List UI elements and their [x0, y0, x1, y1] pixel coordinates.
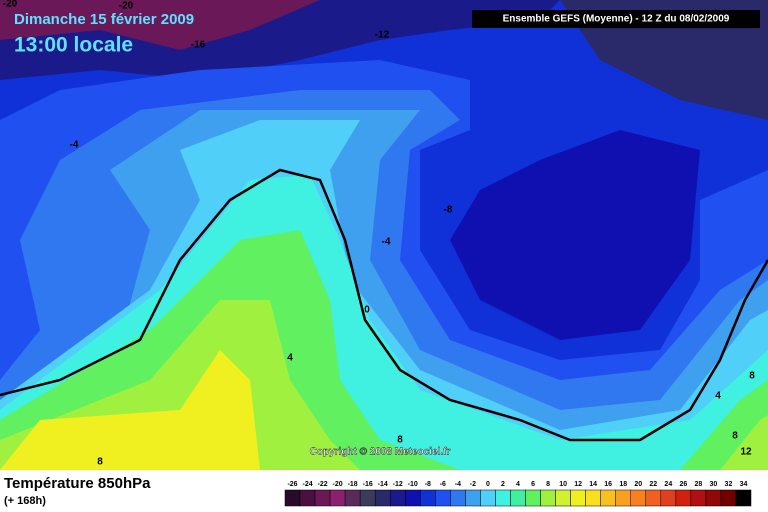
legend-swatch — [450, 489, 466, 507]
legend-tick-label: -10 — [408, 481, 418, 488]
legend-tick-label: 6 — [531, 481, 535, 488]
legend-swatch — [615, 489, 631, 507]
model-label: Ensemble GEFS (Moyenne) - 12 Z du 08/02/… — [503, 14, 730, 25]
legend-tick-label: 30 — [710, 481, 718, 488]
legend-tick-label: 34 — [740, 481, 748, 488]
legend-tick-label: 32 — [725, 481, 733, 488]
time-label: 13:00 locale — [14, 34, 133, 57]
contour-label: 4 — [715, 391, 721, 402]
legend-tick-label: 24 — [664, 481, 672, 488]
legend-tick-label: -22 — [318, 481, 328, 488]
legend-tick-label: -16 — [363, 481, 373, 488]
contour-label: 8 — [749, 371, 755, 382]
legend-tick-label: 26 — [679, 481, 687, 488]
legend-swatch — [555, 489, 571, 507]
legend-swatch — [480, 489, 496, 507]
legend-swatch — [540, 489, 556, 507]
model-box — [472, 10, 760, 28]
legend-tick-label: 18 — [619, 481, 627, 488]
legend-swatch — [420, 489, 436, 507]
legend-swatch — [299, 489, 316, 507]
legend-tick-label: 14 — [589, 481, 597, 488]
legend-tick-label: -6 — [440, 481, 446, 488]
contour-label: -12 — [375, 30, 390, 41]
legend-tick-label: -14 — [378, 481, 388, 488]
legend-tick-label: -4 — [455, 481, 461, 488]
legend-tick-label: 0 — [486, 481, 490, 488]
footer-lead: (+ 168h) — [4, 495, 46, 507]
contour-label: 4 — [287, 353, 293, 364]
legend-tick-label: 10 — [559, 481, 567, 488]
legend-swatch — [389, 489, 406, 507]
legend-tick-label: 20 — [634, 481, 642, 488]
legend-swatch — [525, 489, 541, 507]
legend-swatch — [600, 489, 616, 507]
legend-tick-label: 22 — [649, 481, 657, 488]
contour-label: -20 — [3, 0, 18, 10]
contour-label: 12 — [740, 447, 752, 458]
legend-tick-label: 28 — [694, 481, 702, 488]
legend-swatch — [359, 489, 376, 507]
footer-title: Température 850hPa — [4, 475, 151, 492]
legend-tick-label: 12 — [574, 481, 582, 488]
date-label: Dimanche 15 février 2009 — [14, 11, 194, 28]
legend-tick-label: -8 — [425, 481, 431, 488]
contour-label: -16 — [191, 40, 206, 51]
legend-tick-label: -26 — [287, 481, 297, 488]
legend-swatch — [660, 489, 677, 507]
legend-tick-label: -24 — [302, 481, 312, 488]
legend-swatch — [329, 489, 346, 507]
contour-label: -20 — [119, 1, 134, 12]
contour-label: -4 — [382, 237, 391, 248]
legend-tick-label: 16 — [604, 481, 612, 488]
legend-swatch — [690, 489, 707, 507]
legend-tick-label: 4 — [516, 481, 520, 488]
contour-label: 8 — [397, 435, 403, 446]
color-legend: -26 -24 -22 -20 -18 -16 -14 -12 -10 -8 -6 -4 -2 0 2 4 6 8… — [284, 481, 752, 507]
legend-tick-label: -2 — [470, 481, 476, 488]
legend-tick-label: -20 — [333, 481, 343, 488]
legend-swatch — [720, 489, 737, 507]
legend-swatch — [570, 489, 586, 507]
legend-tick-label: 2 — [501, 481, 505, 488]
legend-swatch — [435, 489, 451, 507]
legend-swatch — [314, 489, 331, 507]
contour-label: -8 — [444, 205, 453, 216]
contour-label: -4 — [70, 140, 79, 151]
legend-tick-label: -18 — [348, 481, 358, 488]
map — [0, 0, 768, 470]
legend-swatch — [630, 489, 647, 507]
legend-swatch — [585, 489, 601, 507]
contour-label: 8 — [732, 431, 738, 442]
legend-swatch — [344, 489, 361, 507]
legend-tick-label: -12 — [393, 481, 403, 488]
legend-swatch — [735, 489, 752, 507]
copyright: Copyright © 2008 Meteociel.fr — [310, 447, 451, 458]
contour-label: 8 — [97, 457, 103, 468]
legend-swatch — [675, 489, 692, 507]
legend-swatch — [645, 489, 662, 507]
legend-tick-label: 8 — [546, 481, 550, 488]
legend-swatch — [465, 489, 481, 507]
legend-swatch — [510, 489, 526, 507]
legend-swatch — [374, 489, 391, 507]
legend-swatch — [495, 489, 511, 507]
legend-swatch — [405, 489, 421, 507]
legend-swatch — [284, 489, 301, 507]
contour-label: 0 — [364, 305, 370, 316]
legend-swatch — [705, 489, 722, 507]
